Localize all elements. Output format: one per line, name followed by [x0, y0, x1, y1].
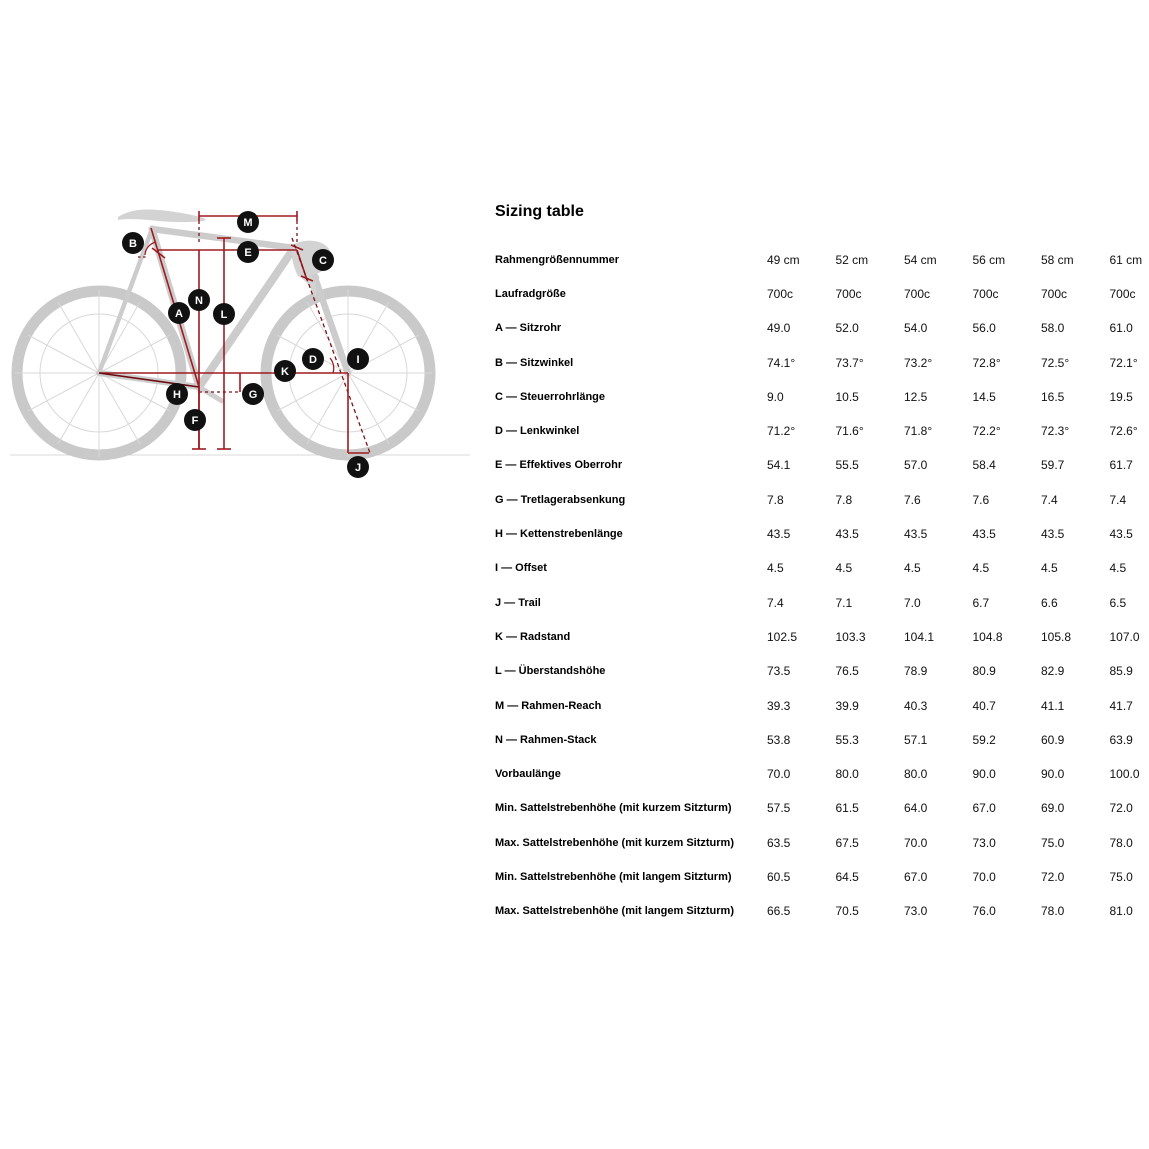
svg-text:G: G	[249, 389, 258, 401]
svg-text:B: B	[129, 238, 137, 250]
svg-text:N: N	[195, 295, 203, 307]
svg-text:C: C	[319, 255, 327, 267]
svg-text:D: D	[309, 354, 317, 366]
svg-text:L: L	[221, 309, 228, 321]
svg-text:I: I	[356, 354, 359, 366]
svg-text:M: M	[243, 217, 252, 229]
svg-text:F: F	[192, 415, 199, 427]
svg-text:A: A	[175, 308, 183, 320]
svg-text:K: K	[281, 366, 289, 378]
svg-text:H: H	[173, 389, 181, 401]
svg-text:J: J	[355, 462, 361, 474]
svg-text:E: E	[244, 247, 251, 259]
